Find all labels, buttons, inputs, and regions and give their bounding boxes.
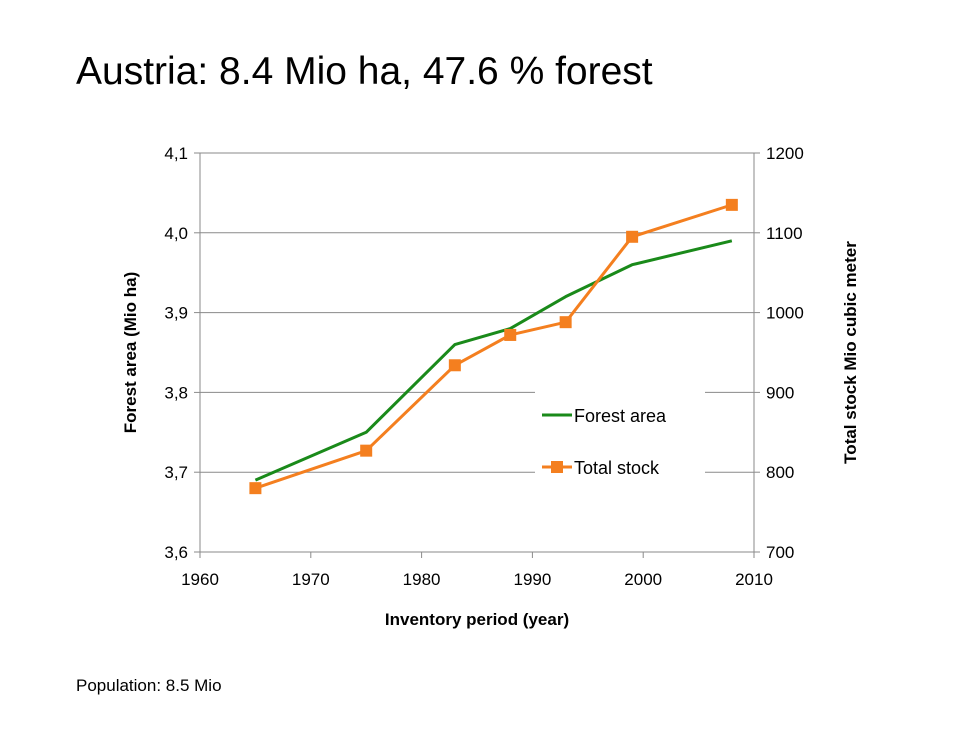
- legend-marker: [551, 461, 563, 473]
- right-tick-label: 700: [766, 543, 794, 562]
- left-tick-label: 4,0: [164, 224, 188, 243]
- data-point: [726, 199, 738, 211]
- data-point: [626, 231, 638, 243]
- dual-axis-line-chart: 3,6 700 3,7 800 3,8 900 3,9 1000 4,0 1100 4,1 1200 1…: [0, 0, 980, 735]
- data-point: [504, 329, 516, 341]
- x-axis-title: Inventory period (year): [385, 610, 569, 629]
- left-axis-title: Forest area (Mio ha): [121, 272, 140, 434]
- legend-label: Forest area: [574, 406, 667, 426]
- population-footnote: Population: 8.5 Mio: [76, 676, 222, 696]
- data-point: [560, 316, 572, 328]
- right-tick-label: 1200: [766, 144, 804, 163]
- right-tick-label: 1100: [766, 224, 803, 243]
- x-tick-label: 1960: [181, 570, 219, 589]
- x-tick-label: 1990: [513, 570, 551, 589]
- data-point: [360, 445, 372, 457]
- data-point: [249, 482, 261, 494]
- right-axis-title: Total stock Mio cubic meter: [841, 241, 860, 464]
- x-tick-label: 2000: [624, 570, 662, 589]
- legend-label: Total stock: [574, 458, 660, 478]
- x-tick-label: 1980: [403, 570, 441, 589]
- right-tick-label: 1000: [766, 304, 804, 323]
- x-tick-label: 1970: [292, 570, 330, 589]
- right-tick-label: 900: [766, 383, 794, 402]
- left-tick-label: 3,9: [164, 304, 188, 323]
- left-tick-label: 3,8: [164, 383, 188, 402]
- right-tick-label: 800: [766, 463, 794, 482]
- data-point: [449, 359, 461, 371]
- axes: 3,6 700 3,7 800 3,8 900 3,9 1000 4,0 1100 4,1 1200 1…: [121, 144, 860, 629]
- left-tick-label: 3,7: [164, 463, 188, 482]
- x-tick-label: 2010: [735, 570, 773, 589]
- legend: Forest area Total stock: [535, 390, 705, 486]
- left-tick-label: 3,6: [164, 543, 188, 562]
- left-tick-label: 4,1: [164, 144, 188, 163]
